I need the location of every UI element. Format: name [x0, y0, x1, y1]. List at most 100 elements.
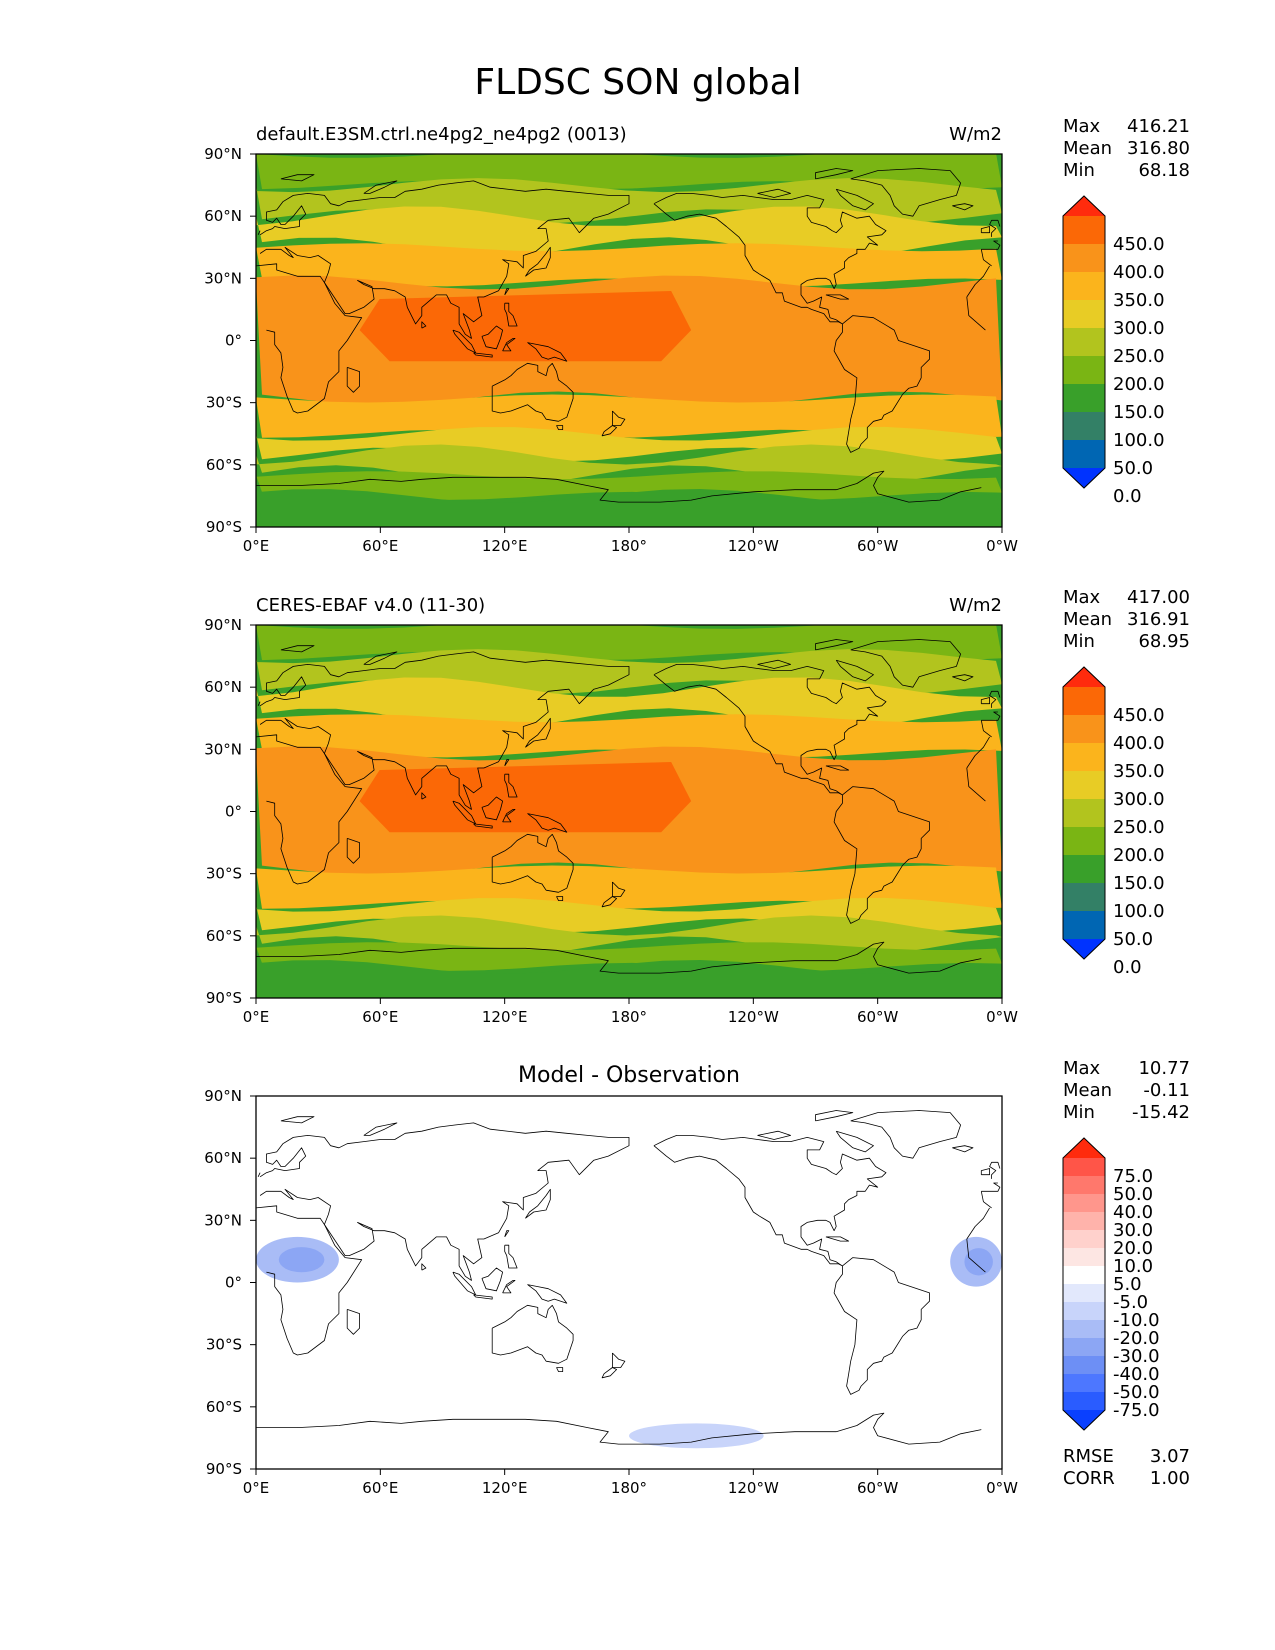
coastline-nz2	[601, 896, 617, 908]
coastline-antarctica	[256, 941, 982, 974]
colorbar-segment	[1063, 1338, 1105, 1357]
coastline-nz	[612, 1352, 626, 1368]
coastline-namerica	[653, 664, 887, 796]
stat-label: Mean	[1063, 1080, 1112, 1101]
coastline-africa	[256, 1205, 990, 1356]
field-band	[256, 243, 1002, 287]
x-tick-label: 0°E	[243, 1008, 270, 1026]
coastline-africa	[256, 263, 990, 414]
coastline-antarctica	[256, 470, 982, 503]
coastline-sulawesi	[502, 1280, 516, 1294]
field-band	[256, 471, 1002, 500]
coastline-sulawesi	[502, 809, 516, 823]
colorbar-label: 50.0	[1113, 929, 1153, 950]
field-band	[256, 206, 1002, 258]
coastline-africa	[256, 734, 990, 885]
colorbar-segment	[1063, 384, 1105, 413]
coastline-borneo	[481, 796, 503, 821]
coastline-japan	[525, 1188, 551, 1219]
colorbar: 75.050.040.030.020.010.05.0-5.0-10.0-20.…	[1062, 1137, 1160, 1431]
coastline-britain	[257, 690, 1001, 708]
stat-label: CORR	[1063, 1468, 1115, 1489]
x-tick-label: 0°W	[986, 1008, 1018, 1026]
coastline-antarctica	[256, 1412, 982, 1445]
colorbar-label: 20.0	[1113, 1238, 1153, 1259]
coastline-svalbard	[280, 645, 315, 653]
colorbar-label: 5.0	[1113, 1274, 1142, 1295]
colorbar-label: -10.0	[1113, 1310, 1160, 1331]
colorbar-label: 150.0	[1113, 873, 1165, 894]
coastline-eurasia	[259, 180, 1001, 339]
stat-value: 316.91	[1127, 609, 1190, 630]
colorbar-outline	[1062, 195, 1106, 489]
x-axis: 0°E 60°E 120°E 180° 120°W 60°W 0°W	[243, 998, 1018, 1026]
colorbar-segment	[1063, 1284, 1105, 1303]
colorbar-label: 30.0	[1113, 1220, 1153, 1241]
coastline-tasmania	[556, 896, 564, 901]
colorbar-label: -5.0	[1113, 1292, 1148, 1313]
colorbar-segment	[1063, 216, 1105, 245]
x-tick-label: 0°W	[986, 1479, 1018, 1497]
y-tick-label: 90°N	[204, 145, 242, 163]
x-tick-label: 60°W	[857, 537, 899, 555]
coastline-eurasia	[259, 1122, 1001, 1281]
colorbar-extend-max	[1063, 196, 1105, 216]
x-tick-label: 60°W	[857, 1008, 899, 1026]
y-tick-label: 30°S	[206, 394, 242, 412]
coastline-iceland	[952, 203, 974, 211]
colorbar-outline	[1062, 1137, 1106, 1431]
colorbar-segment	[1063, 883, 1105, 912]
colorbar-label: 50.0	[1113, 458, 1153, 479]
colorbar-label: -50.0	[1113, 1382, 1160, 1403]
panel-model: default.E3SM.ctrl.ne4pg2_ne4pg2 (0013) W…	[204, 116, 1190, 555]
colorbar-label: -75.0	[1113, 1400, 1160, 1421]
coastline-borneo	[481, 325, 503, 350]
stat-label: Min	[1063, 160, 1095, 181]
panel-units: W/m2	[949, 124, 1002, 145]
panel-obs: CERES-EBAF v4.0 (11-30) W/m2 0°E 60°E 120°…	[204, 587, 1190, 1026]
colorbar-segment	[1063, 1176, 1105, 1195]
colorbar-segment	[1063, 687, 1105, 716]
coastline-madagascar	[346, 838, 360, 864]
stat-value: 1.00	[1150, 1468, 1190, 1489]
y-tick-label: 90°S	[206, 989, 242, 1007]
colorbar-label: 250.0	[1113, 817, 1165, 838]
stat-label: Max	[1063, 1058, 1101, 1079]
x-tick-label: 120°W	[728, 1008, 779, 1026]
colorbar-segment	[1063, 1194, 1105, 1213]
colorbar-extend-min	[1063, 1410, 1105, 1430]
x-tick-label: 120°E	[482, 1008, 528, 1026]
anomaly-core	[964, 1248, 993, 1276]
colorbar-segment	[1063, 1230, 1105, 1249]
coastline-samerica	[833, 1257, 930, 1395]
skill-stats: RMSE 3.07 CORR 1.00	[1063, 1446, 1190, 1489]
stat-value: 417.00	[1127, 587, 1190, 608]
colorbar-label: 450.0	[1113, 705, 1165, 726]
panel-center-title: Model - Observation	[518, 1063, 740, 1088]
coastline-newguinea	[527, 813, 568, 833]
coastline-eurasia	[259, 651, 1001, 810]
coastline-iceland	[952, 674, 974, 682]
x-tick-label: 120°E	[482, 1479, 528, 1497]
coastline-samerica	[833, 786, 930, 924]
colorbar-label: 350.0	[1113, 761, 1165, 782]
stat-value: 68.95	[1138, 631, 1190, 652]
field-band	[256, 394, 1002, 438]
stat-label: Mean	[1063, 609, 1112, 630]
colorbar-label: 40.0	[1113, 1202, 1153, 1223]
figure-title: FLDSC SON global	[474, 62, 801, 103]
coastline-tasmania	[556, 1367, 564, 1372]
colorbar-label: 200.0	[1113, 374, 1165, 395]
colorbar-extend-min	[1063, 939, 1105, 959]
y-tick-label: 90°N	[204, 1087, 242, 1105]
colorbar-segment	[1063, 1356, 1105, 1375]
y-tick-label: 60°N	[204, 678, 242, 696]
y-tick-label: 60°S	[206, 1398, 242, 1416]
coastline-novaya	[363, 180, 398, 194]
coastline-namerica	[653, 1135, 887, 1267]
colorbar-segment	[1063, 356, 1105, 385]
coastline-ellesmere	[815, 168, 854, 180]
coastline-srilanka	[421, 1263, 427, 1271]
x-tick-label: 120°E	[482, 537, 528, 555]
colorbar-label: 200.0	[1113, 845, 1165, 866]
